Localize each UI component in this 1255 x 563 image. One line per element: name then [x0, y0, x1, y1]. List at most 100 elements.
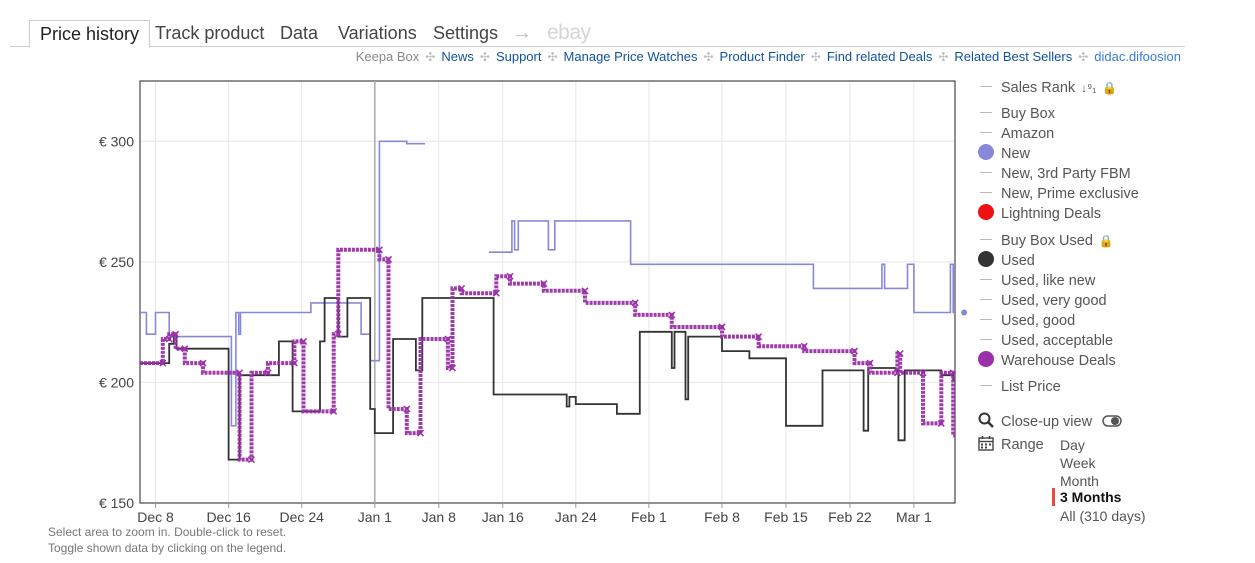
x-tick-label: Feb 8 — [704, 509, 740, 525]
link-find-related-deals[interactable]: Find related Deals — [826, 49, 933, 64]
legend-line-marker — [978, 184, 994, 200]
legend-item-amazon[interactable]: Amazon — [978, 125, 1054, 143]
legend-line-marker — [978, 271, 994, 287]
legend-label: Used, very good — [1001, 293, 1107, 309]
warehouse-deal-marker — [290, 359, 298, 367]
lock-icon: 🔒 — [1098, 234, 1114, 248]
tab-bar: Price history Track product Data Variati… — [10, 20, 1185, 48]
link-user-account[interactable]: didac.difoosion — [1094, 49, 1181, 64]
warehouse-deal-marker — [444, 335, 452, 343]
range-week[interactable]: Week — [1060, 455, 1096, 471]
warehouse-deal-marker — [850, 347, 859, 355]
legend-line-marker — [978, 78, 994, 94]
x-tick-label: Feb 1 — [631, 509, 667, 525]
magnifier-icon — [978, 412, 994, 429]
legend-item-new-prime-exclusive[interactable]: New, Prime exclusive — [978, 185, 1139, 203]
series-warehouse-deals-line — [140, 247, 955, 462]
legend-dot-marker — [978, 144, 994, 161]
separator-icon: ✣ — [938, 50, 949, 64]
price-history-chart[interactable]: € 150 € 200 € 250 € 300 Dec 8 Dec 16 Dec 24 Jan… — [0, 70, 970, 540]
tab-ebay[interactable]: ebay — [547, 21, 591, 44]
series-new-endpoint — [961, 309, 968, 316]
legend-item-list-price[interactable]: List Price — [978, 378, 1061, 396]
legend-label: Used, good — [1001, 313, 1076, 329]
legend-item-used[interactable]: Used — [978, 251, 1035, 270]
legend-label: New, 3rd Party FBM — [1001, 166, 1131, 182]
legend-hint: Toggle shown data by clicking on the leg… — [48, 541, 287, 555]
plot-frame — [139, 80, 956, 504]
warehouse-deal-marker — [718, 323, 726, 331]
legend-item-lightning-deals[interactable]: Lightning Deals — [978, 204, 1101, 223]
warehouse-deal-marker — [492, 289, 500, 297]
link-news[interactable]: News — [441, 49, 474, 64]
warehouse-deal-marker — [264, 369, 272, 377]
range-day[interactable]: Day — [1060, 437, 1085, 453]
zoom-hint: Select area to zoom in. Double-click to … — [48, 525, 287, 539]
tab-data[interactable]: Data — [280, 23, 319, 43]
legend-item-warehouse-deals[interactable]: Warehouse Deals — [978, 351, 1116, 370]
tab-price-history[interactable]: Price history — [29, 20, 151, 48]
legend-label: Lightning Deals — [1001, 206, 1101, 222]
x-tick-label: Dec 16 — [206, 509, 251, 525]
legend-item-used-like-new[interactable]: Used, like new — [978, 272, 1095, 290]
warehouse-deal-marker — [540, 280, 548, 288]
x-tick-label: Dec 8 — [137, 509, 174, 525]
legend-dot-marker — [978, 351, 994, 368]
toggle-switch-icon[interactable] — [1102, 415, 1122, 427]
legend-dot-marker — [978, 204, 994, 221]
link-support[interactable]: Support — [495, 49, 542, 64]
warehouse-deal-marker — [893, 369, 901, 377]
separator-icon: ✣ — [703, 50, 714, 64]
tab-variations[interactable]: Variations — [338, 23, 417, 43]
legend-item-used-good[interactable]: Used, good — [978, 312, 1075, 330]
warehouse-deal-marker — [937, 419, 945, 427]
closeup-view-toggle[interactable]: Close-up view — [978, 412, 1122, 431]
range-3-months[interactable]: 3 Months — [1052, 488, 1121, 506]
separator-icon: ✣ — [810, 50, 821, 64]
warehouse-deal-marker — [247, 456, 255, 464]
link-manage-price-watches[interactable]: Manage Price Watches — [563, 49, 698, 64]
warehouse-deal-marker — [631, 299, 639, 307]
legend-item-used-very-good[interactable]: Used, very good — [978, 292, 1107, 310]
separator-icon: ✣ — [425, 50, 436, 64]
legend-label: Used, like new — [1001, 273, 1096, 289]
x-tick-label: Feb 15 — [764, 509, 808, 525]
x-tick-label: Jan 24 — [555, 509, 597, 525]
legend-item-buy-box[interactable]: Buy Box — [978, 105, 1055, 123]
range-month[interactable]: Month — [1060, 473, 1099, 489]
warehouse-deal-marker — [172, 330, 180, 338]
top-links: Keepa Box ✣ News ✣ Support ✣ Manage Price Watc… — [356, 49, 1181, 64]
legend-item-new-3rd-party-fbm[interactable]: New, 3rd Party FBM — [978, 165, 1131, 183]
link-keepa-box[interactable]: Keepa Box — [355, 49, 420, 64]
y-tick-label: € 300 — [99, 133, 134, 149]
legend-line-marker — [978, 124, 994, 140]
tab-settings[interactable]: Settings — [433, 23, 499, 43]
legend-item-used-acceptable[interactable]: Used, acceptable — [978, 332, 1113, 350]
legend-line-marker — [978, 291, 994, 307]
tab-track-product[interactable]: Track product — [155, 23, 265, 43]
link-product-finder[interactable]: Product Finder — [719, 49, 805, 64]
legend-item-buy-box-used[interactable]: Buy Box Used 🔒 — [978, 232, 1114, 250]
range-label-row: Range — [978, 436, 1044, 454]
warehouse-deal-marker — [199, 359, 207, 367]
x-tick-label: Dec 24 — [280, 509, 325, 525]
link-related-best-sellers[interactable]: Related Best Sellers — [954, 49, 1073, 64]
x-tick-label: Jan 1 — [358, 509, 392, 525]
legend-item-new[interactable]: New — [978, 144, 1030, 163]
legend-line-marker — [978, 164, 994, 180]
legend-line-marker — [978, 311, 994, 327]
range-all[interactable]: All (310 days) — [1060, 508, 1146, 524]
legend-dot-marker — [978, 251, 994, 268]
x-tick-label: Jan 16 — [482, 509, 524, 525]
warehouse-deal-marker — [159, 359, 167, 367]
legend-label: List Price — [1001, 379, 1061, 395]
sort-icon[interactable]: ↓⁹₁ — [1081, 81, 1097, 95]
legend-line-marker — [978, 331, 994, 347]
warehouse-deal-marker — [896, 349, 904, 358]
legend-sales-rank[interactable]: Sales Rank ↓⁹₁ 🔒 — [978, 79, 1117, 97]
series-new-line — [489, 220, 955, 314]
warehouse-deal-marker — [330, 407, 338, 415]
x-tick-label: Jan 8 — [422, 509, 456, 525]
warehouse-deal-marker — [755, 333, 763, 341]
warehouse-deal-marker — [403, 405, 411, 413]
